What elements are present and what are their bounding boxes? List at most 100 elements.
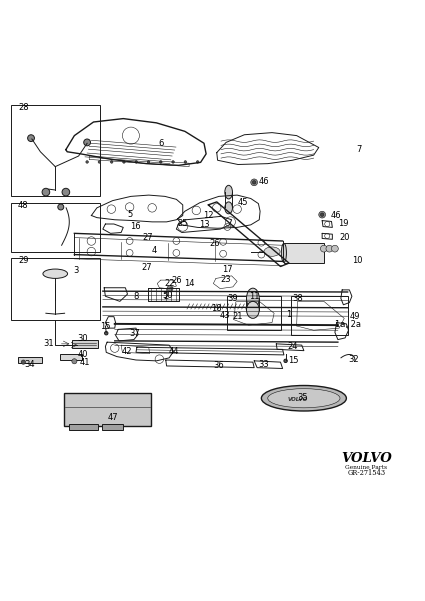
Circle shape bbox=[58, 204, 64, 210]
Ellipse shape bbox=[261, 385, 346, 411]
Text: 17: 17 bbox=[222, 266, 233, 275]
Bar bbox=[11, 258, 100, 320]
Text: 32: 32 bbox=[348, 355, 359, 364]
Bar bbox=[18, 356, 42, 364]
Text: 41: 41 bbox=[80, 358, 90, 367]
Text: 46: 46 bbox=[331, 211, 341, 220]
Text: 13: 13 bbox=[200, 221, 210, 230]
Ellipse shape bbox=[43, 269, 68, 278]
Text: 4: 4 bbox=[151, 246, 156, 255]
Circle shape bbox=[159, 160, 162, 163]
Text: 42: 42 bbox=[122, 347, 132, 356]
Text: 25: 25 bbox=[178, 219, 188, 228]
Bar bbox=[69, 424, 98, 430]
Bar bbox=[284, 243, 324, 263]
Circle shape bbox=[167, 285, 173, 291]
Bar bbox=[60, 353, 82, 360]
Ellipse shape bbox=[268, 389, 340, 408]
Ellipse shape bbox=[264, 247, 280, 256]
Text: 46: 46 bbox=[258, 177, 269, 186]
Text: 28: 28 bbox=[18, 103, 29, 112]
Bar bbox=[291, 296, 348, 335]
Circle shape bbox=[184, 160, 187, 163]
Circle shape bbox=[320, 245, 327, 252]
Circle shape bbox=[21, 360, 26, 364]
Circle shape bbox=[147, 160, 150, 163]
Text: GR-271543: GR-271543 bbox=[347, 469, 385, 477]
Text: 24: 24 bbox=[287, 342, 298, 351]
Text: 29: 29 bbox=[18, 257, 28, 266]
Text: 48: 48 bbox=[18, 201, 29, 210]
Text: VOLVO: VOLVO bbox=[341, 452, 392, 465]
Text: 44: 44 bbox=[168, 347, 178, 356]
Text: 15: 15 bbox=[288, 356, 298, 365]
Text: 7: 7 bbox=[357, 145, 362, 154]
Text: 8: 8 bbox=[133, 291, 139, 300]
Text: 14: 14 bbox=[184, 279, 194, 288]
Circle shape bbox=[105, 332, 108, 335]
Circle shape bbox=[284, 359, 287, 362]
Text: 3: 3 bbox=[73, 266, 78, 275]
Circle shape bbox=[98, 160, 101, 163]
Bar bbox=[102, 424, 123, 430]
Text: 35: 35 bbox=[297, 393, 308, 402]
Circle shape bbox=[42, 188, 50, 196]
Circle shape bbox=[110, 160, 113, 163]
Text: 38: 38 bbox=[292, 294, 303, 303]
Text: 1a, 2a: 1a, 2a bbox=[334, 320, 361, 329]
Ellipse shape bbox=[225, 185, 232, 199]
Text: 5: 5 bbox=[127, 210, 132, 219]
Text: 20: 20 bbox=[340, 233, 350, 242]
Circle shape bbox=[332, 245, 338, 252]
Text: 19: 19 bbox=[338, 219, 348, 228]
Text: 12: 12 bbox=[203, 211, 213, 220]
Circle shape bbox=[172, 160, 174, 163]
Circle shape bbox=[28, 135, 34, 142]
Text: 34: 34 bbox=[25, 360, 35, 369]
Ellipse shape bbox=[246, 301, 259, 319]
Bar bbox=[11, 203, 100, 252]
Text: 45: 45 bbox=[238, 198, 248, 207]
Text: 43: 43 bbox=[220, 311, 230, 320]
Text: 31: 31 bbox=[44, 340, 54, 349]
Text: 1: 1 bbox=[286, 310, 292, 319]
Text: 36: 36 bbox=[213, 361, 224, 370]
Text: 49: 49 bbox=[350, 312, 360, 321]
Text: 15: 15 bbox=[100, 322, 110, 331]
Text: 11: 11 bbox=[249, 291, 259, 300]
Text: 10: 10 bbox=[352, 255, 362, 264]
Bar bbox=[64, 393, 151, 426]
Circle shape bbox=[319, 211, 326, 218]
Text: 27: 27 bbox=[141, 263, 152, 272]
Text: 30: 30 bbox=[77, 334, 88, 343]
Text: 6: 6 bbox=[159, 139, 164, 148]
Text: 26: 26 bbox=[209, 239, 220, 248]
Text: 39: 39 bbox=[228, 294, 238, 303]
Text: 22: 22 bbox=[164, 279, 174, 288]
Circle shape bbox=[84, 139, 91, 146]
Text: 2: 2 bbox=[163, 291, 168, 300]
Ellipse shape bbox=[225, 202, 232, 214]
Text: 47: 47 bbox=[107, 413, 118, 422]
Text: 40: 40 bbox=[78, 350, 88, 359]
Circle shape bbox=[123, 160, 125, 163]
Text: Genuine Parts: Genuine Parts bbox=[346, 465, 387, 469]
Ellipse shape bbox=[246, 288, 259, 308]
Circle shape bbox=[320, 213, 324, 216]
Bar bbox=[11, 105, 100, 197]
Circle shape bbox=[326, 245, 333, 252]
Circle shape bbox=[252, 181, 256, 184]
Ellipse shape bbox=[281, 243, 286, 263]
Circle shape bbox=[62, 188, 70, 196]
Text: 33: 33 bbox=[258, 360, 269, 369]
Circle shape bbox=[72, 359, 77, 364]
Circle shape bbox=[86, 160, 88, 163]
Text: 21: 21 bbox=[233, 312, 243, 321]
Text: 26: 26 bbox=[171, 276, 181, 285]
Bar bbox=[72, 340, 98, 348]
Text: 37: 37 bbox=[130, 329, 141, 338]
Text: 23: 23 bbox=[220, 275, 230, 284]
Bar bbox=[227, 296, 280, 331]
Text: 18: 18 bbox=[211, 304, 222, 313]
Circle shape bbox=[135, 160, 138, 163]
